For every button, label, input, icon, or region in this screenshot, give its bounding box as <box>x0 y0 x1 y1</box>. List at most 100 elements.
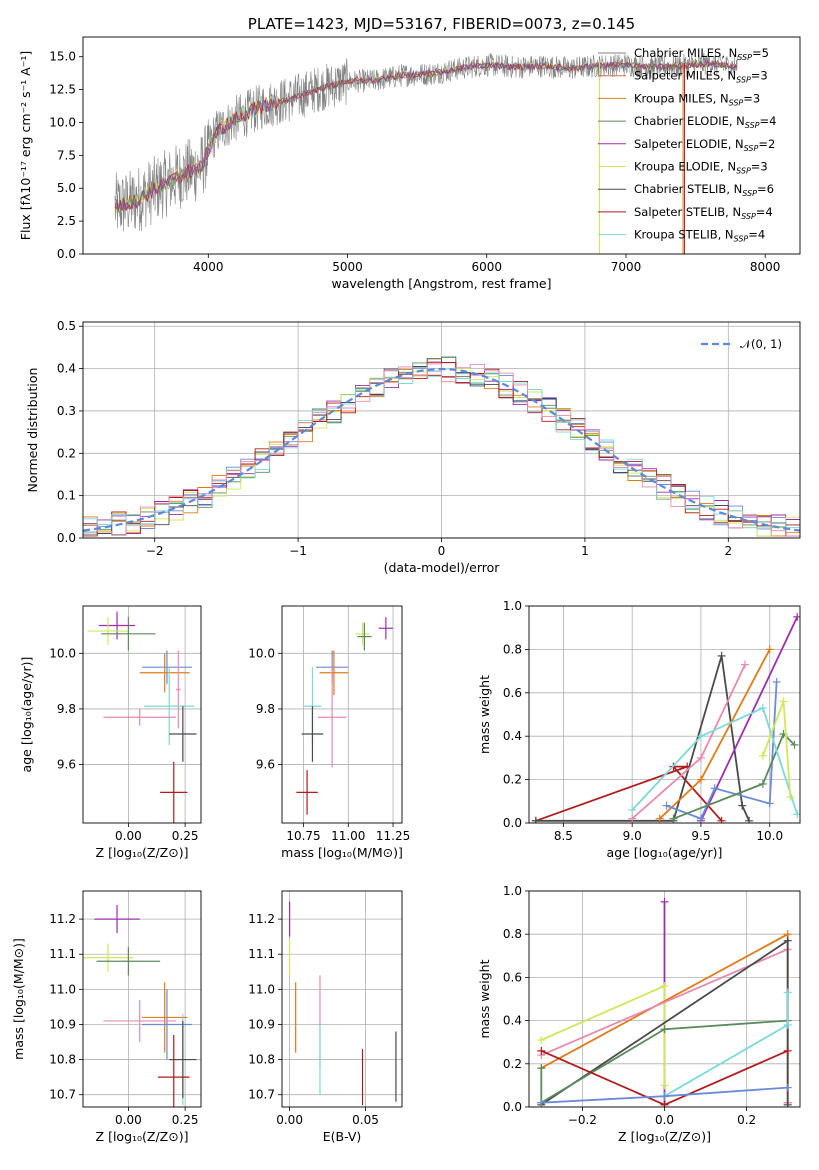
y-axis-label: mass [log₁₀(M/M⊙)] <box>11 938 26 1060</box>
y-tick-label: 9.8 <box>57 702 76 716</box>
errorbar-point <box>176 650 181 729</box>
y-tick-label: 10.9 <box>248 1017 275 1031</box>
model-spectrum-line <box>114 59 737 211</box>
x-tick-label: 0.00 <box>115 1113 142 1127</box>
y-tick-label: 10.8 <box>248 1053 275 1067</box>
x-tick-label: 7000 <box>611 260 642 274</box>
plot-area <box>83 905 197 1107</box>
y-tick-label: 0.8 <box>503 642 522 656</box>
legend-label: Kroupa MILES, N <box>634 91 729 105</box>
chart-title: PLATE=1423, MJD=53167, FIBERID=0073, z=0… <box>248 15 635 33</box>
plus-marker <box>628 805 637 814</box>
x-tick-label: 10.0 <box>756 829 783 843</box>
legend-entry: Salpeter STELIB, NSSP=4 <box>634 205 773 221</box>
y-tick-label: 0.8 <box>503 927 522 941</box>
x-tick-label: 0.05 <box>352 1113 379 1127</box>
x-axis-label: E(B-V) <box>323 1129 362 1144</box>
plus-marker <box>696 775 705 784</box>
plus-marker <box>655 814 664 823</box>
x-tick-label: 2 <box>724 544 732 558</box>
axes-frame <box>528 605 801 824</box>
y-tick-label: 0.5 <box>57 319 76 333</box>
plus-marker <box>710 784 719 793</box>
y-tick-label: 12.5 <box>49 83 76 97</box>
y-tick-label: 0.1 <box>57 489 76 503</box>
legend-tail: =3 <box>751 69 768 83</box>
errorbar-point <box>101 617 156 651</box>
y-tick-label: 10.7 <box>248 1088 275 1102</box>
y-axis-label: Normed distribution <box>25 368 40 493</box>
y-tick-label: 11.1 <box>248 947 275 961</box>
plot-area <box>114 52 738 254</box>
y-tick-label: 5.0 <box>57 181 76 195</box>
x-tick-label: 0.2 <box>737 1113 756 1127</box>
y-tick-label: 0.2 <box>57 446 76 460</box>
errorbar-point <box>96 947 161 976</box>
x-axis-label: Z [log₁₀(Z/Z⊙)] <box>618 1129 711 1144</box>
plus-marker <box>660 982 669 991</box>
legend-label: Chabrier MILES, N <box>634 46 737 60</box>
x-tick-label: 0.00 <box>115 829 142 843</box>
x-tick-label: 6000 <box>471 260 502 274</box>
plus-marker <box>783 1046 792 1055</box>
errorbar-point <box>157 1035 190 1107</box>
y-tick-label: 0.0 <box>57 247 76 261</box>
errorbar-point <box>296 770 318 815</box>
y-axis-label: Flux [fλ10⁻¹⁷ erg cm⁻² s⁻¹ A⁻¹] <box>18 51 33 240</box>
errorbar-point <box>301 706 324 762</box>
plus-marker <box>660 897 669 906</box>
y-tick-label: 1.0 <box>503 599 522 613</box>
y-axis-label: mass weight <box>477 959 492 1038</box>
y-tick-label: 10.8 <box>49 1053 76 1067</box>
x-axis-label: mass [log₁₀(M/M⊙)] <box>281 845 403 860</box>
legend-label: Kroupa ELODIE, N <box>634 160 736 174</box>
plus-marker <box>660 1025 669 1034</box>
errorbar-point <box>142 989 192 1060</box>
plus-marker <box>669 814 678 823</box>
y-tick-label: 10.0 <box>49 646 76 660</box>
plus-marker <box>531 816 540 823</box>
legend-subscript: SSP <box>742 189 757 198</box>
weight-series-line <box>666 681 778 820</box>
axes-frame <box>281 605 403 824</box>
plot-area <box>288 901 397 1106</box>
normal-curve <box>83 367 800 532</box>
plus-marker <box>758 779 767 788</box>
plot-area <box>531 612 800 823</box>
legend-subscript: SSP <box>736 76 751 85</box>
plus-marker <box>772 677 781 686</box>
panel-mass-weight-vs-age: 8.5 9.0 9.5 10.0 0.0 0.2 0.4 0.6 0.8 1.0 age [log₁… <box>477 599 801 860</box>
legend-tail: =2 <box>758 137 775 151</box>
y-tick-label: 11.2 <box>49 912 76 926</box>
x-tick-label: −2 <box>146 544 164 558</box>
plus-marker <box>660 1092 669 1101</box>
y-tick-label: 11.0 <box>248 982 275 996</box>
errorbar-point <box>355 622 370 645</box>
errorbar-point <box>139 653 190 693</box>
axes-frame <box>82 36 801 255</box>
weight-series-line <box>664 992 789 1097</box>
plus-marker <box>662 801 671 810</box>
y-tick-label: 11.2 <box>248 912 275 926</box>
plot-area <box>296 617 394 815</box>
plus-marker <box>537 1098 546 1107</box>
x-tick-label: 4000 <box>193 260 224 274</box>
axes-frame <box>82 605 202 824</box>
y-tick-label: 0.0 <box>503 1100 522 1114</box>
axes-frame <box>82 890 202 1108</box>
y-tick-label: 0.4 <box>503 1014 522 1028</box>
y-tick-label: 0.4 <box>503 729 522 743</box>
legend-subscript: SSP <box>745 121 760 130</box>
legend-label: Chabrier ELODIE, N <box>634 114 745 128</box>
y-tick-label: 2.5 <box>57 214 76 228</box>
y-tick-label: 10.0 <box>248 646 275 660</box>
legend-label: Salpeter STELIB, N <box>634 205 741 219</box>
legend-label: Kroupa STELIB, N <box>634 228 734 242</box>
errorbar-point <box>94 905 140 934</box>
errorbar-point <box>83 943 133 972</box>
residual-histogram <box>83 363 800 537</box>
x-tick-label: −1 <box>289 544 307 558</box>
plus-marker <box>740 660 749 669</box>
y-axis-label: age [log₁₀(age/yr)] <box>19 657 34 773</box>
